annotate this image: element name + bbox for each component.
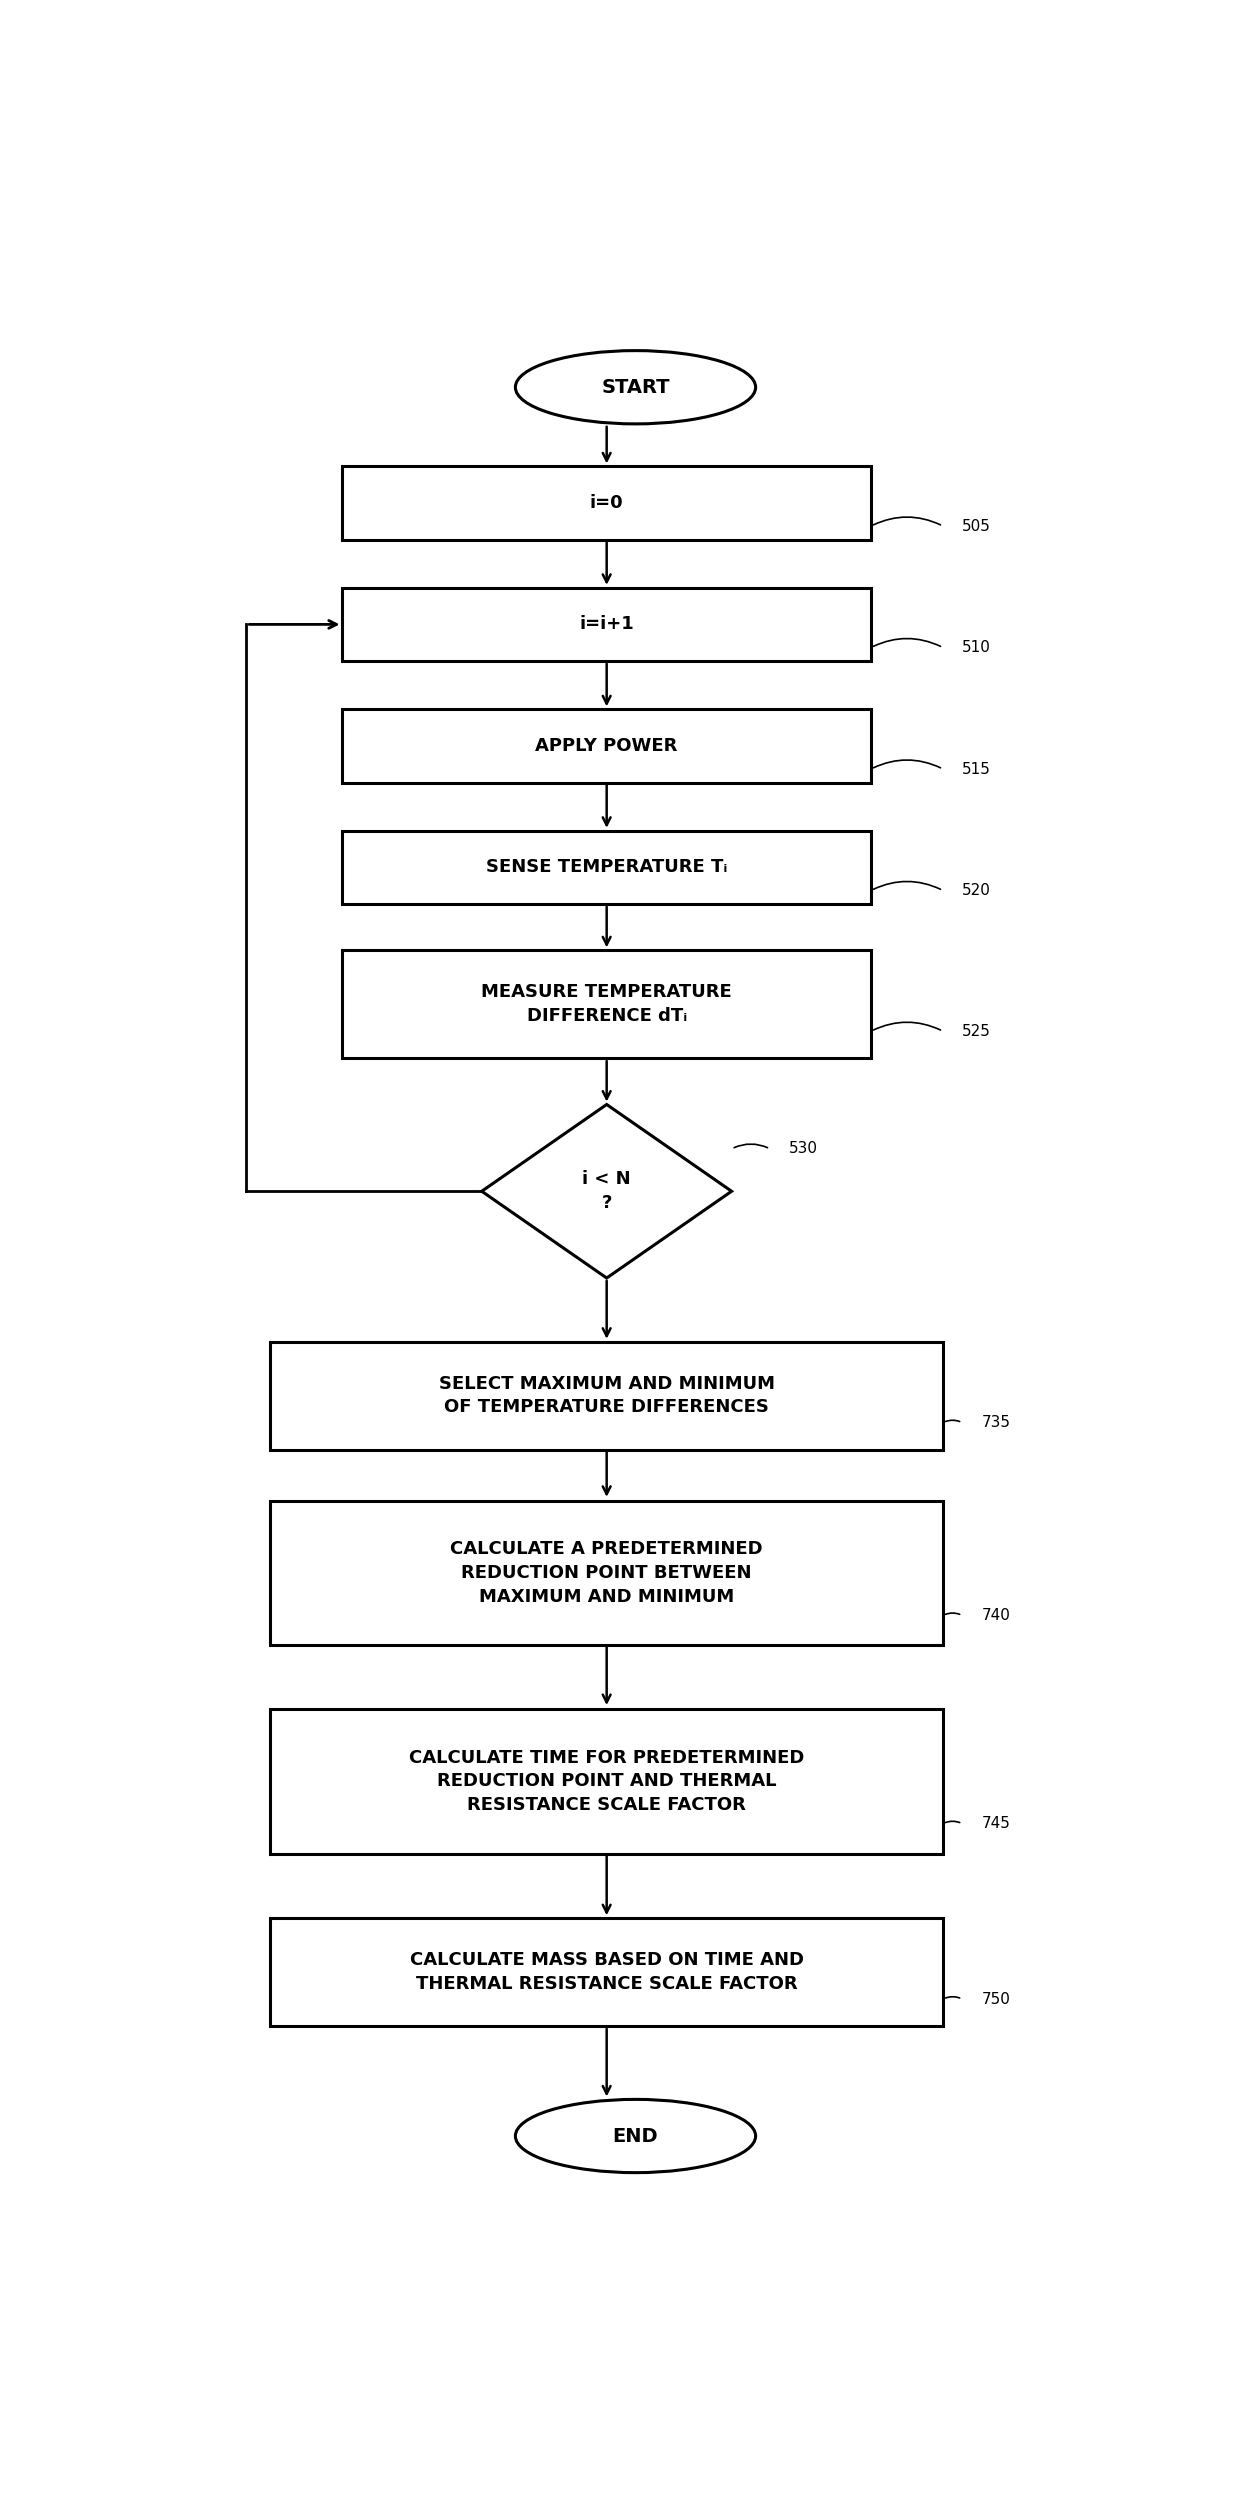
Text: i=i+1: i=i+1 <box>579 616 634 634</box>
Text: 530: 530 <box>789 1142 818 1157</box>
Text: i < N
?: i < N ? <box>583 1169 631 1212</box>
Text: 735: 735 <box>982 1415 1011 1430</box>
Text: 520: 520 <box>962 884 991 899</box>
Text: 505: 505 <box>962 518 991 533</box>
Text: 740: 740 <box>982 1608 1011 1623</box>
Text: APPLY POWER: APPLY POWER <box>536 736 678 754</box>
Bar <box>270 1500 942 1645</box>
Polygon shape <box>481 1104 732 1277</box>
Bar <box>270 1918 942 2026</box>
Text: 510: 510 <box>962 641 991 656</box>
Text: 750: 750 <box>982 1991 1011 2006</box>
Text: MEASURE TEMPERATURE
DIFFERENCE dTᵢ: MEASURE TEMPERATURE DIFFERENCE dTᵢ <box>481 984 732 1024</box>
Bar <box>270 1342 942 1450</box>
Text: SELECT MAXIMUM AND MINIMUM
OF TEMPERATURE DIFFERENCES: SELECT MAXIMUM AND MINIMUM OF TEMPERATUR… <box>439 1375 775 1417</box>
Bar <box>342 466 870 538</box>
Text: 525: 525 <box>962 1024 991 1039</box>
Bar <box>342 709 870 781</box>
Ellipse shape <box>516 351 755 423</box>
Text: SENSE TEMPERATURE Tᵢ: SENSE TEMPERATURE Tᵢ <box>486 859 728 876</box>
Text: START: START <box>601 378 670 396</box>
Bar <box>342 588 870 661</box>
Text: END: END <box>613 2126 658 2146</box>
Text: i=0: i=0 <box>590 493 624 511</box>
Text: 515: 515 <box>962 761 991 776</box>
Text: CALCULATE A PREDETERMINED
REDUCTION POINT BETWEEN
MAXIMUM AND MINIMUM: CALCULATE A PREDETERMINED REDUCTION POIN… <box>450 1540 763 1605</box>
Bar <box>342 831 870 904</box>
Text: CALCULATE TIME FOR PREDETERMINED
REDUCTION POINT AND THERMAL
RESISTANCE SCALE FA: CALCULATE TIME FOR PREDETERMINED REDUCTI… <box>409 1748 805 1813</box>
Text: CALCULATE MASS BASED ON TIME AND
THERMAL RESISTANCE SCALE FACTOR: CALCULATE MASS BASED ON TIME AND THERMAL… <box>409 1951 804 1993</box>
Bar <box>270 1708 942 1853</box>
Ellipse shape <box>516 2098 755 2173</box>
Text: 745: 745 <box>982 1815 1011 1830</box>
Bar <box>342 949 870 1059</box>
